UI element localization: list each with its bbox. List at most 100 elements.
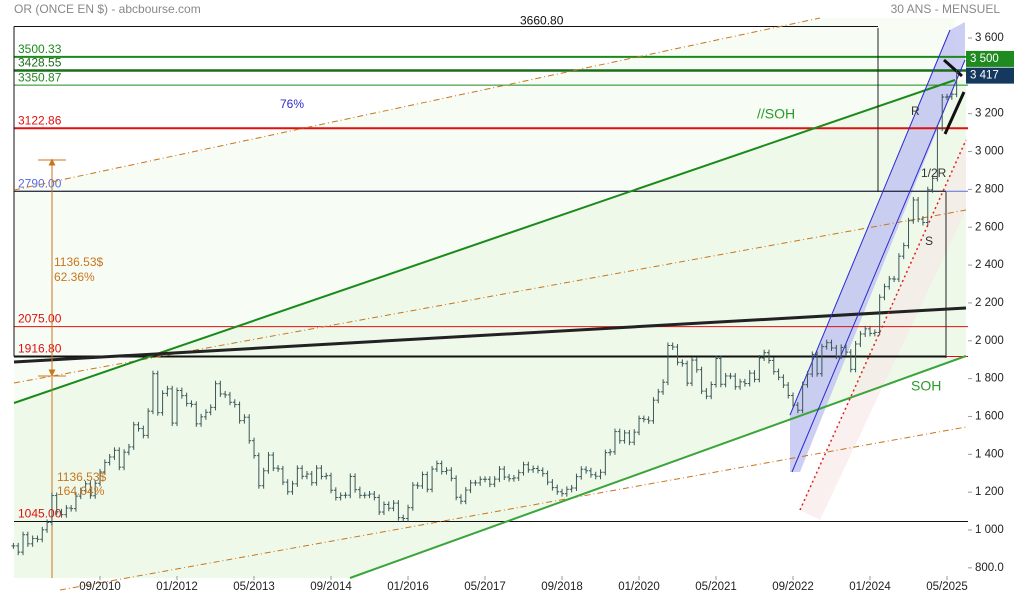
price-bar	[637, 415, 642, 436]
price-bar	[98, 468, 103, 487]
y-tick-label: 1 800	[975, 373, 1004, 385]
price-bar	[348, 473, 353, 499]
background-fills	[14, 18, 966, 578]
price-bar	[795, 402, 800, 414]
price-bar	[444, 467, 449, 475]
price-bar	[651, 397, 656, 424]
price-bar	[810, 351, 815, 378]
x-tick-label: 09/2010	[79, 581, 121, 593]
price-bar	[550, 479, 555, 491]
price-bar	[704, 388, 709, 400]
level-label: 3350.87	[18, 70, 62, 84]
price-bar	[78, 487, 83, 500]
price-bar	[261, 467, 266, 489]
price-bar	[415, 482, 420, 489]
price-bar	[540, 467, 545, 477]
price-bar	[247, 414, 252, 444]
level-label: 1045.00	[18, 507, 62, 521]
price-bar	[487, 476, 492, 488]
price-bar	[439, 460, 444, 475]
x-tick-label: 05/2013	[233, 581, 275, 593]
level-label: 3500.33	[18, 42, 62, 56]
price-bar	[603, 449, 608, 476]
level-label: 2790.00	[18, 176, 62, 190]
annotation: 1/2R	[921, 166, 947, 180]
price-bar	[901, 242, 906, 260]
price-bar	[829, 339, 834, 351]
price-bar	[858, 330, 863, 347]
price-bar	[887, 275, 892, 290]
price-bar	[925, 186, 930, 226]
price-bar	[425, 471, 430, 493]
price-bar	[338, 492, 343, 501]
y-tick-label: 2 600	[975, 221, 1004, 233]
price-bar	[295, 465, 300, 487]
price-bar	[555, 484, 560, 495]
price-bar	[314, 465, 319, 486]
x-tick-label: 05/2017	[464, 581, 506, 593]
price-bar	[434, 460, 439, 473]
price-bar	[521, 461, 526, 476]
x-tick-label: 01/2024	[849, 581, 891, 593]
x-tick-label: 09/2022	[772, 581, 814, 593]
price-bar	[766, 349, 771, 364]
price-bar	[728, 372, 733, 380]
price-bar	[863, 325, 868, 337]
price-bar	[324, 472, 329, 480]
price-bar	[868, 325, 873, 337]
price-bar	[800, 381, 805, 414]
annotation: SOH	[911, 378, 941, 394]
price-bar	[213, 380, 218, 411]
price-bar	[11, 542, 16, 549]
x-tick-label: 01/2012	[156, 581, 198, 593]
price-bar	[150, 370, 155, 415]
price-tag-label: 3 417	[970, 70, 999, 82]
price-bar	[627, 429, 632, 446]
price-bar	[155, 370, 160, 416]
x-tick-label: 09/2018	[541, 581, 583, 593]
price-bar	[896, 253, 901, 283]
price-bar	[805, 371, 810, 388]
annotation: 1136.53$	[54, 255, 103, 269]
price-bar	[473, 479, 478, 486]
price-bar	[848, 349, 853, 373]
price-bar	[343, 492, 348, 499]
price-bar	[59, 508, 64, 518]
price-bar	[935, 125, 940, 182]
y-tick-label: 3 000	[975, 146, 1004, 158]
price-bar	[502, 466, 507, 481]
price-bar	[454, 475, 459, 501]
price-bar	[689, 357, 694, 387]
price-bar	[834, 344, 839, 360]
chart-subtitle: 30 ANS - MENSUEL	[891, 2, 1001, 16]
price-bar	[945, 93, 950, 101]
price-bar	[612, 428, 617, 455]
price-bar	[670, 342, 675, 351]
price-bar	[362, 492, 367, 499]
price-bar	[463, 487, 468, 505]
price-bar	[718, 355, 723, 388]
price-bar	[786, 382, 791, 399]
price-bar	[584, 466, 589, 474]
price-bar	[117, 447, 122, 471]
price-bar	[199, 413, 204, 427]
price-bar	[69, 505, 74, 512]
price-bar	[179, 387, 184, 399]
price-bar	[675, 344, 680, 366]
price-bar	[184, 392, 189, 407]
price-bar	[608, 448, 613, 456]
price-bar	[40, 526, 45, 543]
level-label: 1916.80	[18, 342, 62, 356]
price-bar	[93, 480, 98, 499]
price-bar	[747, 370, 752, 387]
price-bar	[685, 360, 690, 387]
price-bar	[733, 373, 738, 390]
price-bar	[906, 217, 911, 249]
price-bar	[391, 500, 396, 512]
price-bar	[569, 484, 574, 493]
price-bar	[872, 329, 877, 337]
price-bar	[709, 381, 714, 400]
price-bar	[319, 465, 324, 480]
price-bar	[617, 428, 622, 444]
